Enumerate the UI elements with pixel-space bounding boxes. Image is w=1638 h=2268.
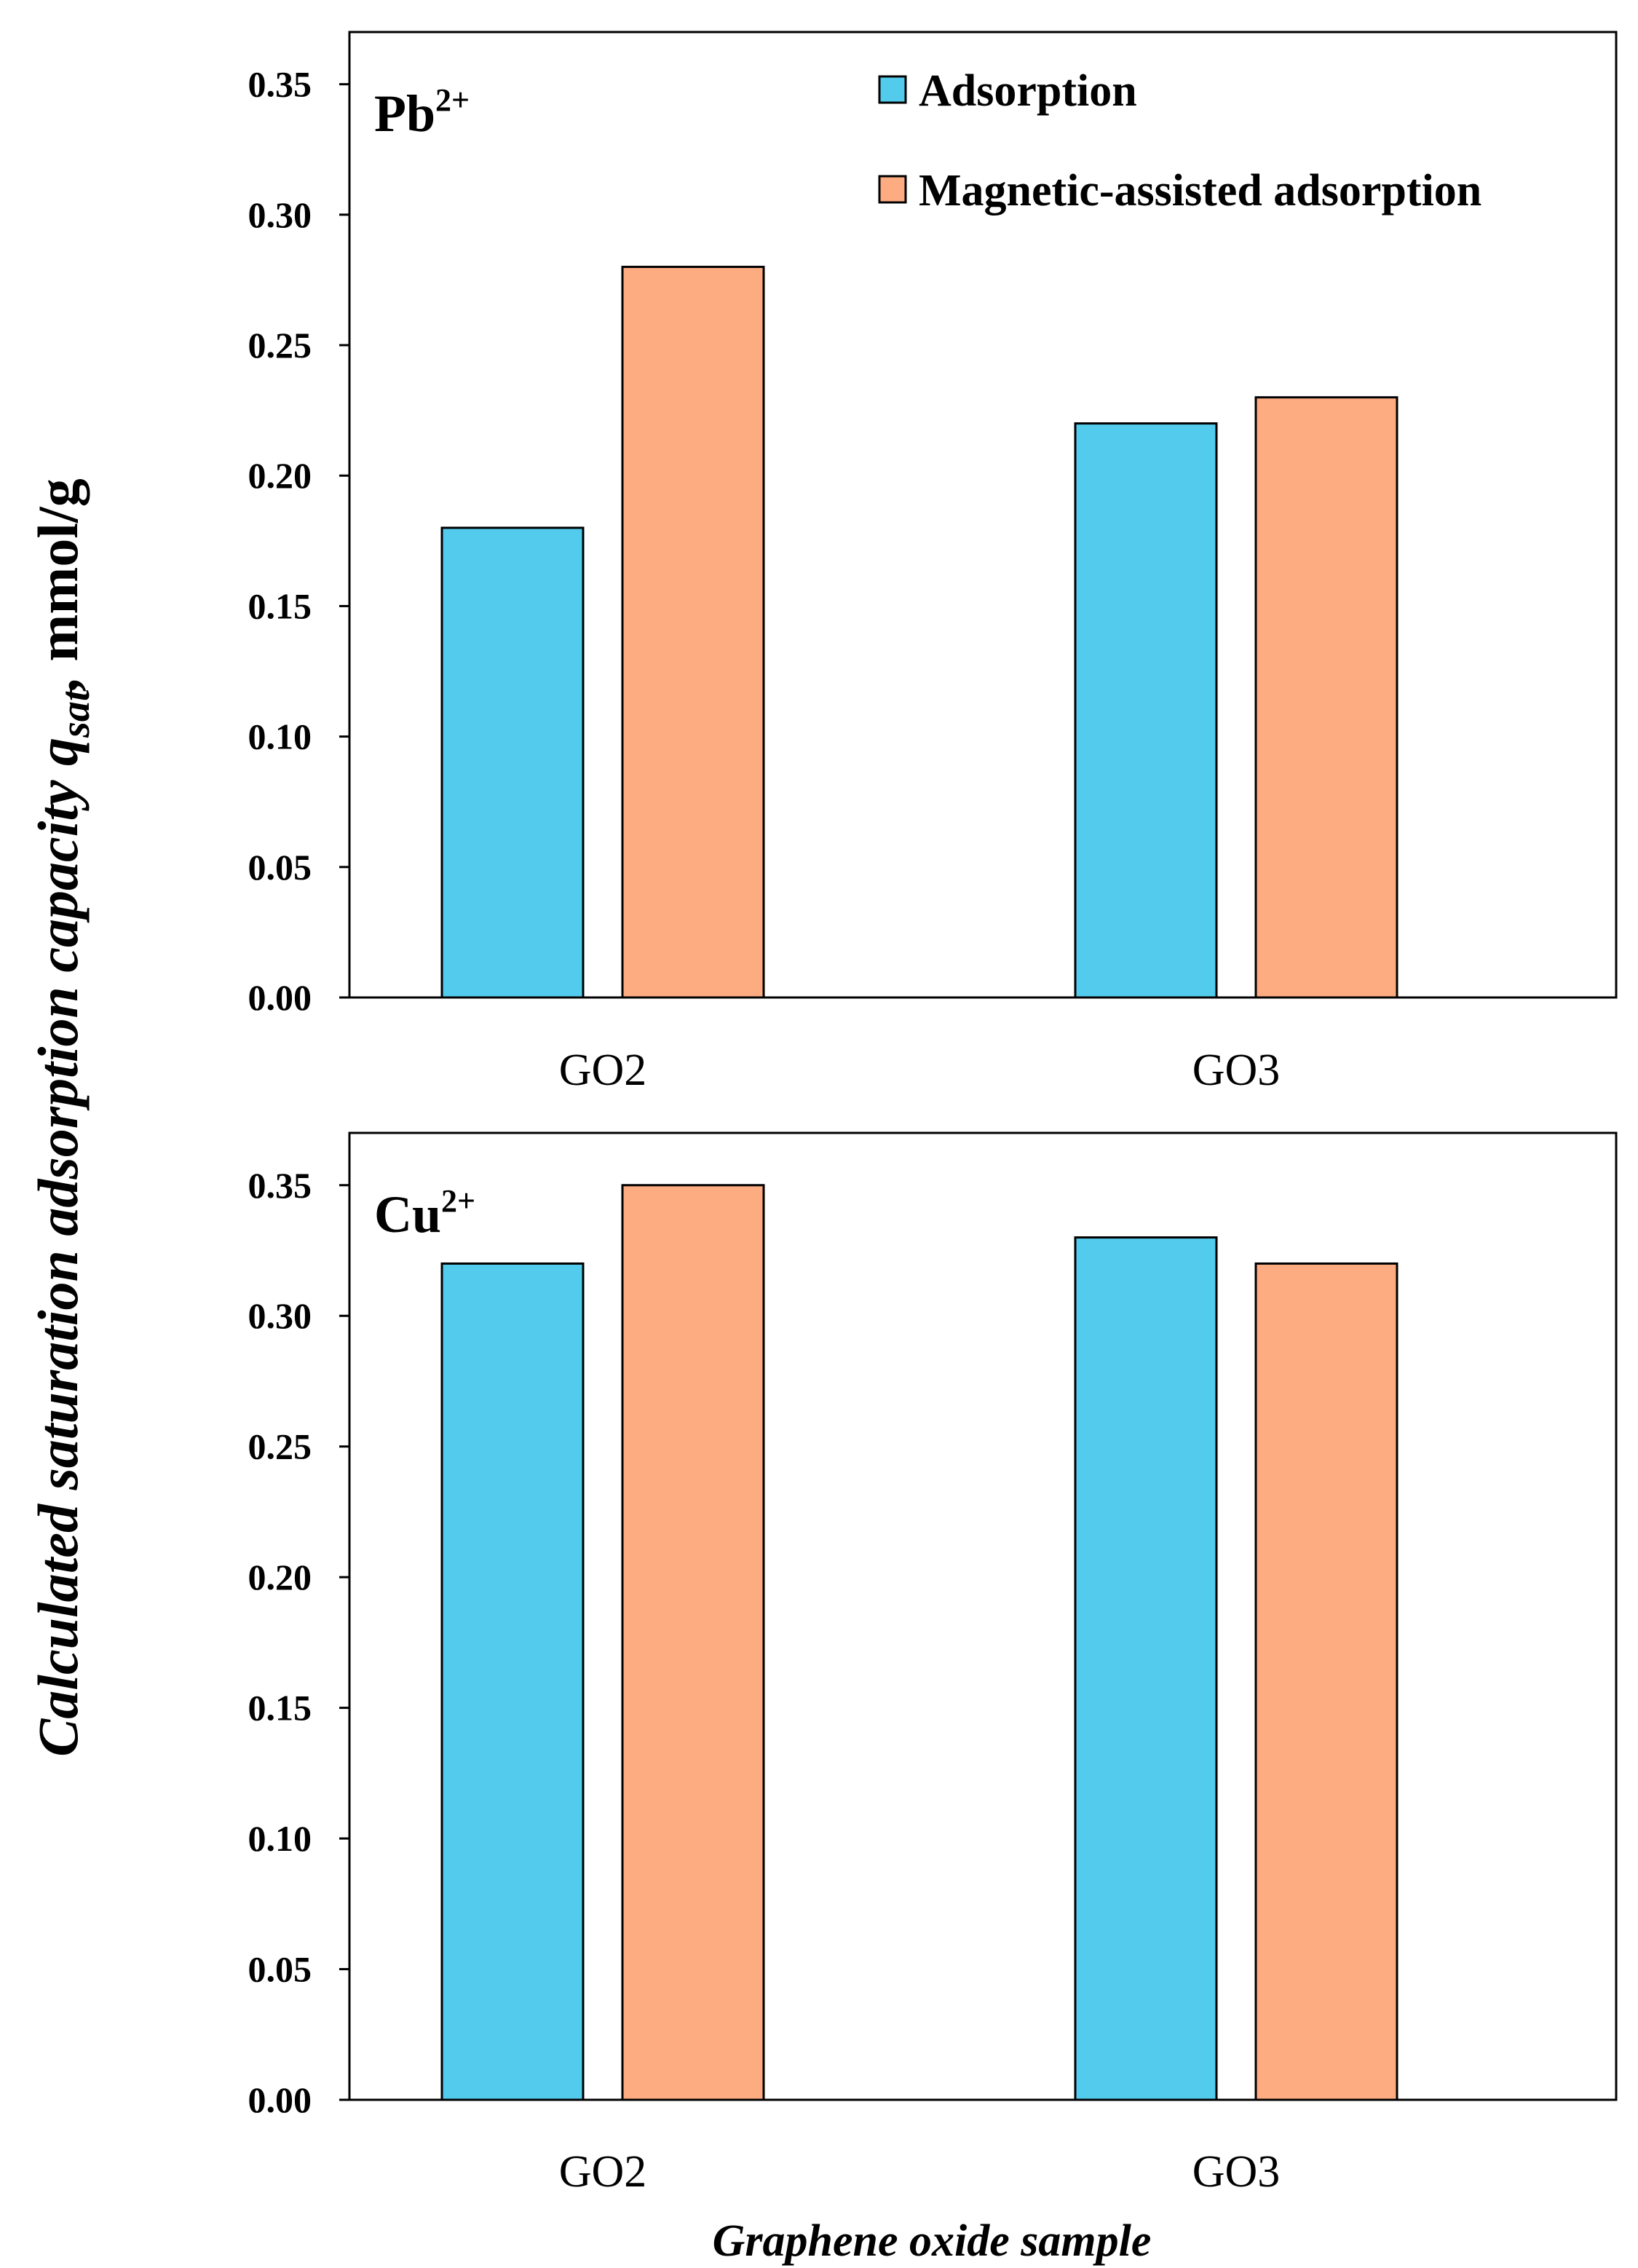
panel-label-element: Pb [374, 84, 435, 143]
y-tick-label: 0.00 [248, 2079, 312, 2120]
y-axis-title-main: Calculated saturation adsorption capacit… [26, 738, 90, 1757]
y-tick-label: 0.35 [248, 64, 312, 105]
legend-label-magnetic: Magnetic-assisted adsorption [919, 166, 1481, 216]
panel-label-charge: 2+ [435, 82, 470, 118]
bar-adsorption-go2 [440, 1262, 585, 2101]
panel-label-element: Cu [374, 1185, 441, 1244]
bar-magnetic-go2 [621, 1184, 765, 2101]
y-tick-label: 0.25 [248, 1426, 312, 1467]
y-axis-title-subscript: sat [53, 689, 98, 738]
panel-label: Cu2+ [374, 1183, 475, 1244]
panel-label-charge: 2+ [441, 1183, 475, 1219]
y-tick-label: 0.05 [248, 847, 312, 888]
bar-magnetic-go3 [1254, 396, 1398, 999]
bar-magnetic-go2 [621, 266, 765, 999]
y-tick-label: 0.20 [248, 1557, 312, 1597]
y-axis-title: Calculated saturation adsorption capacit… [26, 478, 98, 1756]
plot-frame [348, 31, 1618, 999]
chart-panel-pb: 0.00 0.05 0.10 0.15 0.20 0.25 0.30 0.35 GO2 GO3 Pb… [248, 31, 1618, 1095]
y-tick-label: 0.05 [248, 1949, 312, 1990]
y-tick-label: 0.30 [248, 194, 312, 235]
bar-adsorption-go2 [440, 526, 585, 999]
chart-panel-cu: 0.00 0.05 0.10 0.15 0.20 0.25 0.30 0.35 GO2 GO3 Cu… [248, 1131, 1618, 2197]
y-axis-title-unit: mmol/g [26, 478, 90, 661]
x-axis-title: Graphene oxide sample [713, 2216, 1152, 2266]
y-tick-label: 0.20 [248, 455, 312, 496]
x-category-label: GO3 [1192, 2147, 1281, 2197]
y-tick-label: 0.10 [248, 1818, 312, 1859]
x-category-label: GO2 [559, 2147, 647, 2197]
legend-swatch-adsorption [878, 75, 907, 104]
x-category-label: GO2 [559, 1046, 647, 1095]
bar-magnetic-go3 [1254, 1262, 1398, 2101]
x-category-label: GO3 [1192, 1046, 1281, 1095]
y-tick-label: 0.25 [248, 325, 312, 366]
y-tick-label: 0.10 [248, 716, 312, 757]
y-tick-label: 0.15 [248, 1688, 312, 1728]
bar-adsorption-go3 [1074, 422, 1218, 999]
y-tick-label: 0.00 [248, 977, 312, 1018]
plot-frame [348, 1131, 1618, 2101]
bar-adsorption-go3 [1074, 1236, 1218, 2101]
y-tick-label: 0.35 [248, 1165, 312, 1206]
y-tick-label: 0.30 [248, 1295, 312, 1336]
legend-swatch-magnetic [878, 175, 907, 204]
legend-label-adsorption: Adsorption [919, 66, 1137, 116]
y-tick-label: 0.15 [248, 585, 312, 626]
panel-label: Pb2+ [374, 82, 470, 143]
y-axis-title-comma: , [26, 676, 90, 692]
